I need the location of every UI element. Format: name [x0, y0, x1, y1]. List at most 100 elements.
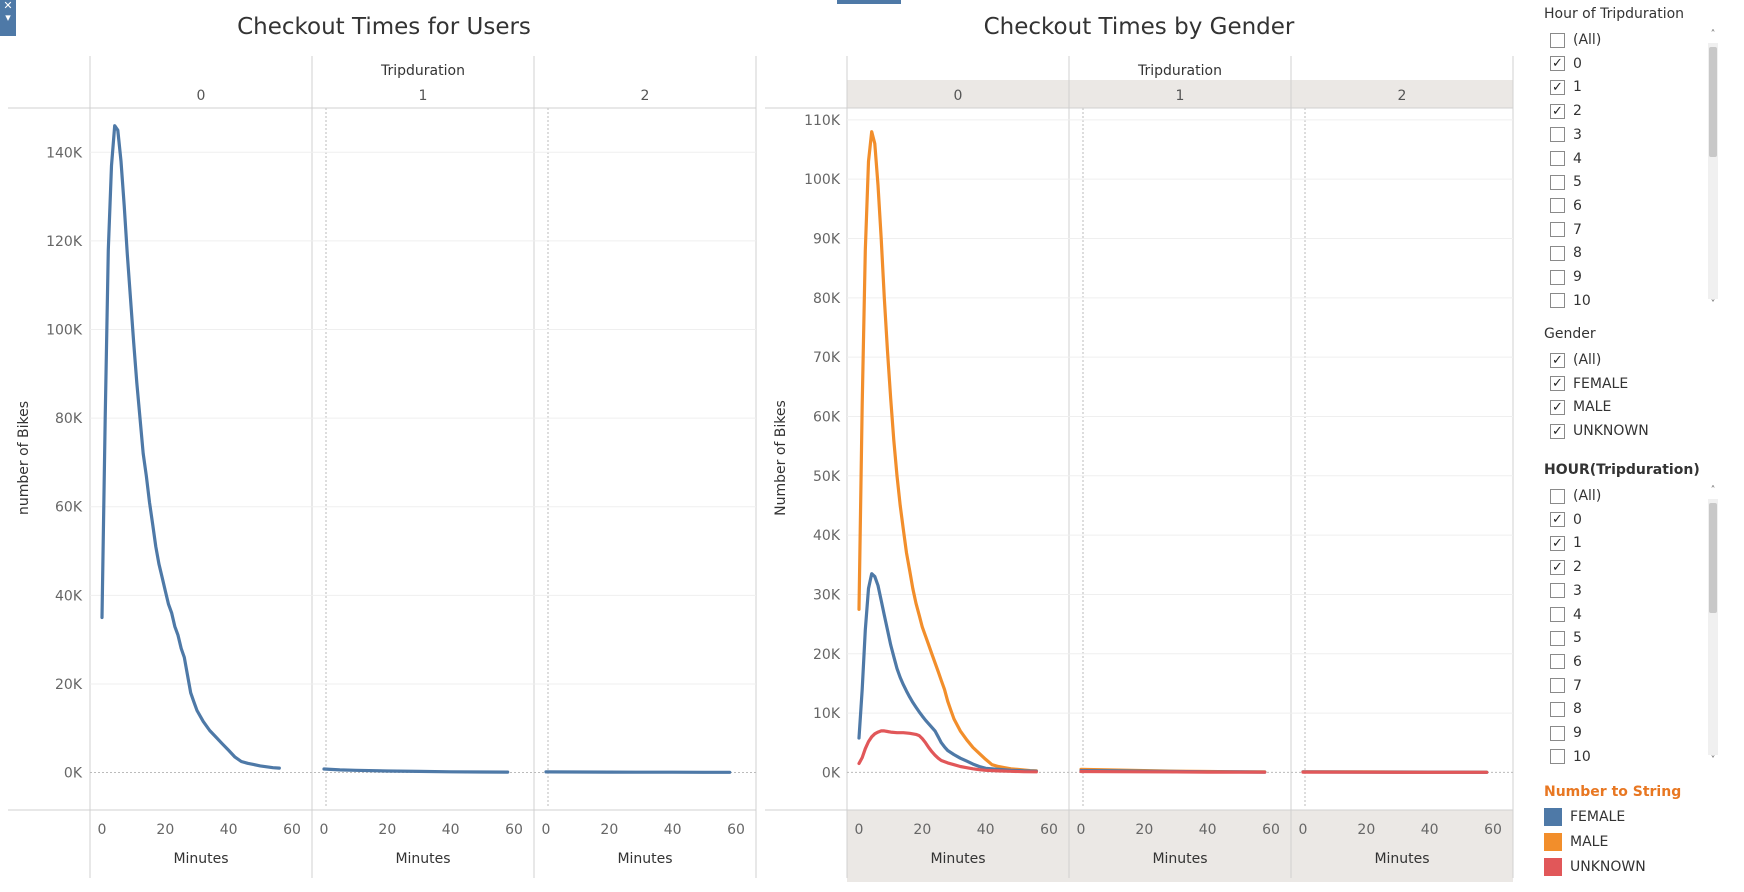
checkbox-checked-icon[interactable]: ✓: [1550, 559, 1565, 575]
checkbox-unchecked-icon[interactable]: [1550, 127, 1565, 143]
checkbox-unchecked-icon[interactable]: [1550, 583, 1565, 599]
filter-checkbox-item[interactable]: ✓ 0: [1550, 53, 1582, 75]
filter-item-label: 9: [1573, 269, 1582, 285]
chevron-up-icon[interactable]: ˄: [1710, 485, 1716, 496]
x-tick-label: 0: [98, 822, 107, 838]
checkbox-unchecked-icon[interactable]: [1550, 701, 1565, 717]
checkbox-unchecked-icon[interactable]: [1550, 174, 1565, 190]
close-icon[interactable]: ✕: [3, 0, 13, 12]
filter-checkbox-item[interactable]: ✓ 2: [1550, 556, 1582, 578]
filter-checkbox-item[interactable]: 9: [1550, 266, 1582, 288]
checkbox-checked-icon[interactable]: ✓: [1550, 79, 1565, 95]
toolbar-tab[interactable]: [837, 0, 901, 4]
checkbox-unchecked-icon[interactable]: [1550, 654, 1565, 670]
checkbox-unchecked-icon[interactable]: [1550, 293, 1565, 309]
filter-checkbox-item[interactable]: 3: [1550, 124, 1582, 146]
checkbox-unchecked-icon[interactable]: [1550, 222, 1565, 238]
filter-checkbox-item[interactable]: 10: [1550, 290, 1591, 312]
chevron-down-icon[interactable]: ˅: [1710, 755, 1716, 767]
y-tick-label: 100K: [804, 172, 841, 188]
checkbox-unchecked-icon[interactable]: [1550, 607, 1565, 622]
filter-checkbox-item[interactable]: ✓ MALE: [1550, 396, 1611, 418]
checkbox-checked-icon[interactable]: ✓: [1550, 56, 1565, 72]
filter-checkbox-item[interactable]: (All): [1550, 29, 1601, 51]
checkbox-checked-icon[interactable]: ✓: [1550, 512, 1565, 528]
filter-scrollbar[interactable]: ˄ ˅: [1708, 29, 1718, 313]
pane-label: 2: [1398, 88, 1407, 104]
filter-checkbox-item[interactable]: 3: [1550, 580, 1582, 602]
filter-checkbox-item[interactable]: 4: [1550, 148, 1582, 170]
checkbox-checked-icon[interactable]: ✓: [1550, 399, 1565, 415]
filter-item-label: 2: [1573, 559, 1582, 576]
checkbox-checked-icon[interactable]: ✓: [1550, 423, 1565, 439]
checkbox-unchecked-icon[interactable]: [1550, 488, 1565, 504]
filter-checkbox-item[interactable]: ✓ FEMALE: [1550, 373, 1628, 395]
filter-checkbox-item[interactable]: ✓ (All): [1550, 349, 1601, 371]
legend-item[interactable]: FEMALE: [1544, 806, 1625, 828]
series-line-unknown-pane-0[interactable]: [857, 729, 1038, 774]
checkbox-checked-icon[interactable]: ✓: [1550, 376, 1565, 392]
filter-item-label: 3: [1573, 126, 1582, 143]
filter-item-label: 7: [1573, 221, 1582, 238]
checkbox-unchecked-icon[interactable]: [1550, 32, 1565, 48]
filter-checkbox-item[interactable]: ✓ 1: [1550, 76, 1582, 98]
scroll-thumb[interactable]: [1709, 47, 1717, 157]
filter-checkbox-item[interactable]: (All): [1550, 485, 1601, 507]
checkbox-checked-icon[interactable]: ✓: [1550, 103, 1565, 119]
series-line-bikes-pane-1[interactable]: [322, 767, 510, 774]
sheet-menu-button[interactable]: ✕ ▾: [0, 0, 16, 36]
checkbox-unchecked-icon[interactable]: [1550, 630, 1565, 646]
filter-item-label: 10: [1573, 292, 1591, 309]
legend-item[interactable]: UNKNOWN: [1544, 856, 1646, 878]
filter-checkbox-item[interactable]: 6: [1550, 651, 1582, 673]
checkbox-unchecked-icon[interactable]: [1550, 749, 1565, 765]
filter-checkbox-item[interactable]: 7: [1550, 219, 1582, 241]
pane-header-band: [847, 80, 1513, 108]
x-tick-label: 60: [283, 822, 301, 838]
filter-checkbox-item[interactable]: 7: [1550, 675, 1582, 697]
series-line-female-pane-0[interactable]: [857, 572, 1038, 773]
filter-checkbox-item[interactable]: 6: [1550, 195, 1582, 217]
checkbox-unchecked-icon[interactable]: [1550, 269, 1565, 285]
chevron-down-icon[interactable]: ˅: [1710, 299, 1716, 311]
filter-checkbox-item[interactable]: ✓ 0: [1550, 509, 1582, 531]
series-line-male-pane-0[interactable]: [857, 130, 1038, 773]
filter-scrollbar[interactable]: ˄ ˅: [1708, 485, 1718, 769]
filter-checkbox-item[interactable]: 5: [1550, 171, 1582, 193]
series-line-bikes-pane-0[interactable]: [100, 124, 281, 770]
filter-checkbox-item[interactable]: 8: [1550, 242, 1582, 264]
x-tick-label: 60: [727, 822, 745, 838]
x-tick-label: 40: [664, 822, 682, 838]
scroll-track: [1708, 499, 1718, 756]
checkbox-unchecked-icon[interactable]: [1550, 678, 1565, 694]
checkbox-unchecked-icon[interactable]: [1550, 245, 1565, 261]
checkbox-checked-icon[interactable]: ✓: [1550, 535, 1565, 551]
x-tick-label: 0: [1077, 822, 1086, 838]
x-tick-label: 20: [1357, 822, 1375, 838]
chevron-up-icon[interactable]: ˄: [1710, 29, 1716, 40]
x-tick-label: 40: [1421, 822, 1439, 838]
filter-checkbox-item[interactable]: ✓ UNKNOWN: [1550, 420, 1649, 442]
filter-checkbox-item[interactable]: 8: [1550, 698, 1582, 720]
filter-checkbox-item[interactable]: ✓ 2: [1550, 100, 1582, 122]
legend-item[interactable]: MALE: [1544, 831, 1608, 853]
x-tick-label: 60: [1262, 822, 1280, 838]
filter-checkbox-item[interactable]: ✓ 1: [1550, 532, 1582, 554]
filter-checkbox-item[interactable]: 9: [1550, 722, 1582, 744]
y-tick-label: 0K: [822, 765, 841, 781]
checkbox-checked-icon[interactable]: ✓: [1550, 352, 1565, 368]
filter-checkbox-item[interactable]: 5: [1550, 627, 1582, 649]
y-axis-label: Number of Bikes: [773, 400, 789, 516]
x-tick-label: 0: [855, 822, 864, 838]
series-line-unknown-pane-1[interactable]: [1079, 769, 1267, 774]
checkbox-unchecked-icon[interactable]: [1550, 198, 1565, 214]
checkbox-unchecked-icon[interactable]: [1550, 151, 1565, 166]
chevron-down-icon[interactable]: ▾: [5, 11, 11, 24]
x-tick-label: 60: [1040, 822, 1058, 838]
filter-checkbox-item[interactable]: 10: [1550, 746, 1591, 768]
filter-checkbox-item[interactable]: 4: [1550, 604, 1582, 626]
checkbox-unchecked-icon[interactable]: [1550, 725, 1565, 741]
filter-item-label: 8: [1573, 701, 1582, 718]
filter-item-label: 9: [1573, 725, 1582, 741]
scroll-thumb[interactable]: [1709, 503, 1717, 613]
